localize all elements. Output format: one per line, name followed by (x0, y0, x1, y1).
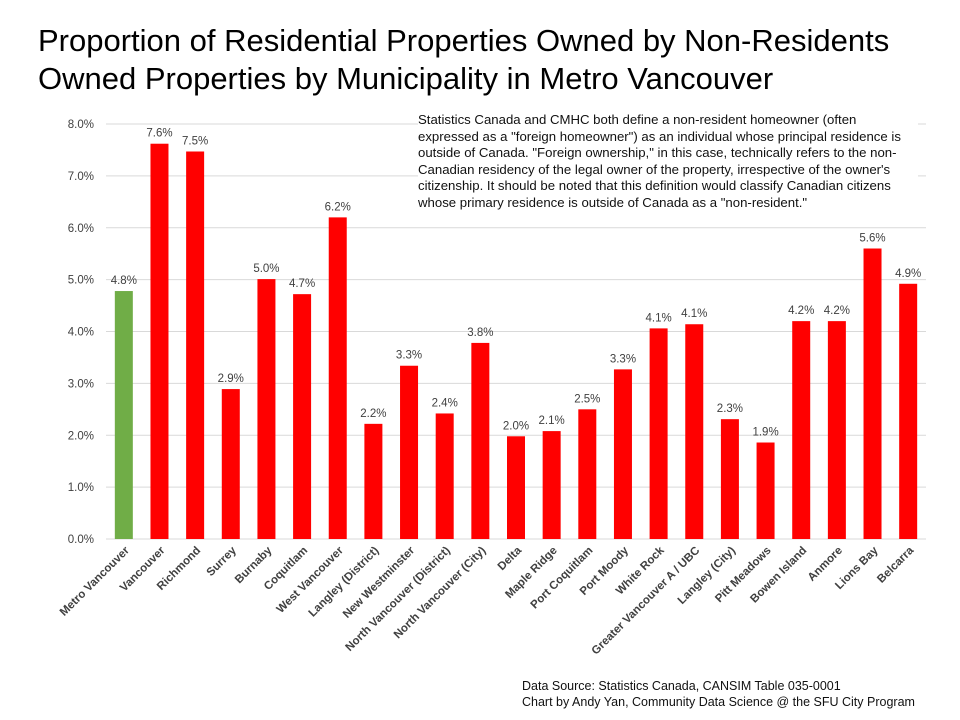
data-label: 6.2% (325, 201, 351, 213)
data-label: 4.7% (289, 278, 315, 290)
y-tick-label: 8.0% (68, 119, 94, 131)
bar (471, 342, 490, 539)
data-label: 5.6% (859, 233, 885, 245)
y-tick-label: 6.0% (68, 223, 94, 235)
x-tick-label: Port Coquitlam (529, 545, 596, 612)
bar (899, 283, 918, 539)
y-tick-label: 4.0% (68, 327, 94, 339)
data-label: 4.9% (895, 268, 921, 280)
data-label: 2.1% (539, 415, 565, 427)
x-tick-label: West Vancouver (275, 544, 347, 616)
chart-subtitle: Owned Properties by Municipality in Metr… (38, 61, 774, 96)
bar (756, 442, 775, 539)
bar (720, 419, 739, 539)
data-label: 7.6% (146, 128, 172, 140)
bar (578, 409, 597, 539)
bar (863, 248, 882, 539)
bar (257, 279, 276, 539)
y-tick-label: 0.0% (68, 534, 94, 546)
y-tick-label: 5.0% (68, 275, 94, 287)
data-label: 4.8% (111, 275, 137, 287)
y-tick-label: 7.0% (68, 171, 94, 183)
data-label: 2.2% (360, 408, 386, 420)
bar (364, 423, 383, 539)
bar (827, 321, 846, 539)
x-tick-label: Surrey (205, 544, 240, 579)
data-label: 3.3% (396, 350, 422, 362)
bar (507, 436, 525, 539)
bar (400, 365, 419, 539)
bar (328, 217, 347, 539)
y-tick-label: 3.0% (68, 378, 94, 390)
bar (150, 143, 169, 539)
data-label: 2.5% (574, 393, 600, 405)
bar (186, 151, 205, 539)
x-tick-label: Delta (496, 544, 525, 573)
data-label: 2.4% (432, 397, 458, 409)
data-label: 2.9% (218, 373, 244, 385)
bar (114, 291, 133, 539)
source-block: Data Source: Statistics Canada, CANSIM T… (522, 678, 915, 710)
data-label: 3.3% (610, 353, 636, 365)
data-label: 4.1% (645, 312, 671, 324)
bar (221, 389, 240, 539)
bar (613, 369, 632, 539)
data-label: 1.9% (752, 427, 778, 439)
bar (792, 321, 811, 539)
x-tick-label: Belcarra (875, 544, 916, 585)
bar (649, 328, 668, 539)
data-label: 7.5% (182, 135, 208, 147)
chart-title-block: Proportion of Residential Properties Own… (38, 22, 889, 98)
definition-annotation: Statistics Canada and CMHC both define a… (418, 112, 918, 212)
data-label: 5.0% (253, 263, 279, 275)
chart-title: Proportion of Residential Properties Own… (38, 23, 890, 58)
data-label: 4.2% (788, 305, 814, 317)
credit-line: Chart by Andy Yan, Community Data Scienc… (522, 695, 915, 709)
bar (542, 431, 561, 539)
data-label: 3.8% (467, 327, 493, 339)
bar (293, 294, 312, 539)
data-label: 4.2% (824, 305, 850, 317)
bar (685, 324, 704, 539)
source-line: Data Source: Statistics Canada, CANSIM T… (522, 679, 841, 693)
bar (435, 413, 454, 539)
y-tick-label: 1.0% (68, 482, 94, 494)
data-label: 4.1% (681, 308, 707, 320)
y-tick-label: 2.0% (68, 430, 94, 442)
data-label: 2.3% (717, 403, 743, 415)
data-label: 2.0% (503, 420, 529, 432)
